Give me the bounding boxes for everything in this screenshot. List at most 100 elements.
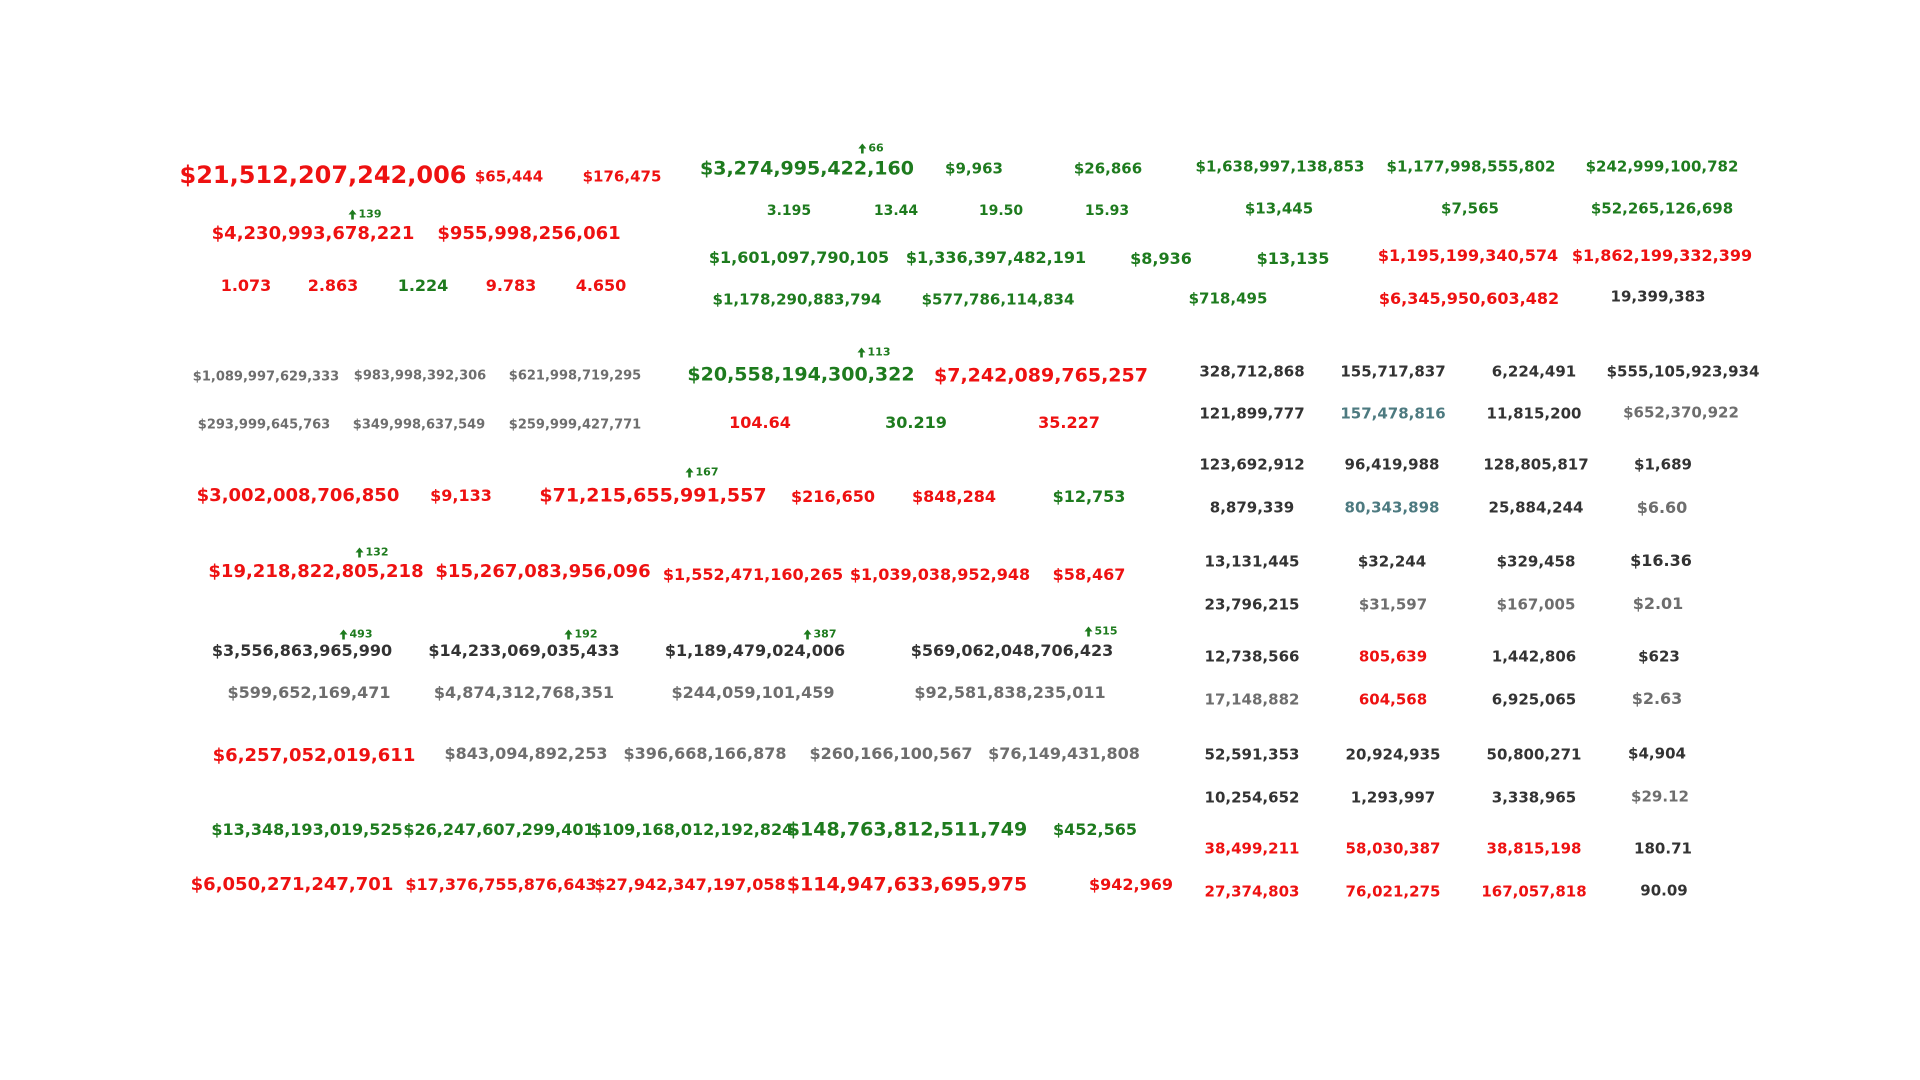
metric-value: $109,168,012,192,824 [590, 820, 794, 839]
metric-value: $2.01 [1632, 594, 1684, 613]
metric-value: 9.783 [485, 276, 537, 295]
metric-value: 6,224,491 [1491, 362, 1577, 381]
metric-value: $2.63 [1631, 689, 1683, 708]
metric-value: $955,998,256,061 [437, 223, 621, 244]
metric-value: 328,712,868 [1199, 362, 1305, 381]
metric-value: $31,597 [1358, 595, 1428, 614]
metric-value: $718,495 [1188, 289, 1268, 308]
metric-value: $114,947,633,695,975 [786, 873, 1028, 896]
metric-value: 19.50 [978, 203, 1024, 219]
change-value: 167 [695, 465, 719, 479]
metric-value: $3,274,995,422,160 [700, 157, 914, 180]
metric-value: $7,565 [1441, 199, 1499, 218]
metric-value: $32,244 [1357, 552, 1427, 571]
metric-value: $176,475 [582, 167, 662, 186]
change-indicator: 192 [564, 629, 597, 640]
change-indicator: 66 [858, 143, 884, 154]
metric-value: $15,267,083,956,096 [435, 561, 651, 582]
metric-value: $942,969 [1088, 875, 1174, 894]
change-indicator: 515 [1084, 624, 1118, 638]
metric-value: $259,999,427,771 [508, 417, 642, 433]
metric-value: $599,652,169,471 [227, 683, 391, 702]
up-arrow-icon [564, 629, 573, 640]
metric-value: $349,998,637,549 [352, 417, 486, 433]
metric-value: $4,230,993,678,221 [211, 223, 415, 244]
metric-value: $242,999,100,782 [1585, 157, 1739, 176]
metric-value: 58,030,387 [1345, 839, 1441, 858]
metric-value: $9,963 [945, 159, 1003, 178]
metric-value: $17,376,755,876,643 [405, 875, 597, 894]
metric-value: $569,062,048,706,423 [910, 641, 1114, 660]
metric-value: 2.863 [307, 276, 359, 295]
metric-value: $1,336,397,482,191 [905, 248, 1087, 267]
metric-value: $8,936 [1130, 249, 1192, 268]
metric-value: 25,884,244 [1488, 498, 1584, 517]
up-arrow-icon [685, 467, 694, 478]
metric-value: 19,399,383 [1610, 287, 1706, 306]
metric-value: $555,105,923,934 [1606, 362, 1760, 381]
metric-value: 1.224 [397, 276, 449, 295]
metric-value: $6.60 [1636, 498, 1688, 517]
metric-value: 15.93 [1084, 203, 1130, 219]
metric-value: 3.195 [766, 203, 812, 219]
up-arrow-icon [339, 629, 348, 640]
metric-value: $65,444 [474, 167, 544, 186]
metric-value: $216,650 [790, 487, 876, 506]
metric-value: 96,419,988 [1344, 455, 1440, 474]
metric-value: $1,552,471,160,265 [662, 565, 844, 584]
metric-value: $6,345,950,603,482 [1378, 289, 1560, 308]
up-arrow-icon [1084, 626, 1093, 637]
metric-value: $3,002,008,706,850 [196, 485, 400, 506]
metric-value: $13,348,193,019,525 [211, 820, 403, 839]
up-arrow-icon [348, 209, 357, 220]
metric-value: 20,924,935 [1345, 745, 1441, 764]
metric-value: 80,343,898 [1344, 498, 1440, 517]
metric-value: $26,866 [1073, 159, 1143, 178]
change-value: 493 [349, 627, 373, 641]
metric-value: $58,467 [1052, 565, 1126, 584]
metric-value: $244,059,101,459 [671, 683, 835, 702]
metric-value: 90.09 [1640, 881, 1688, 900]
metric-value: $6,050,271,247,701 [190, 874, 394, 895]
metric-value: $1,601,097,790,105 [708, 248, 890, 267]
metric-value: 11,815,200 [1486, 404, 1582, 423]
metric-value: $76,149,431,808 [988, 744, 1140, 763]
up-arrow-icon [858, 143, 867, 154]
metric-value: $848,284 [911, 487, 997, 506]
metric-value: $260,166,100,567 [809, 744, 973, 763]
change-value: 515 [1094, 624, 1118, 638]
metric-value: $29.12 [1631, 787, 1689, 806]
metric-value: 38,815,198 [1486, 839, 1582, 858]
metric-value: $4,904 [1628, 744, 1686, 763]
change-indicator: 139 [348, 209, 381, 220]
change-indicator: 167 [685, 465, 719, 479]
metric-value: 121,899,777 [1199, 404, 1305, 423]
metric-value: $167,005 [1496, 595, 1576, 614]
metric-value: 604,568 [1358, 690, 1428, 709]
metric-value: $983,998,392,306 [353, 368, 487, 384]
metric-value: 157,478,816 [1340, 404, 1446, 423]
metric-value: $21,512,207,242,006 [179, 161, 467, 189]
metric-value: $623 [1638, 647, 1680, 666]
metric-value: $20,558,194,300,322 [687, 363, 915, 386]
metric-value: 13,131,445 [1204, 552, 1300, 571]
metric-value: $652,370,922 [1623, 403, 1739, 422]
change-indicator: 387 [803, 629, 836, 640]
metric-value: $16.36 [1630, 551, 1692, 570]
metric-value: $1,178,290,883,794 [712, 290, 882, 309]
change-indicator: 113 [857, 345, 891, 359]
metric-value: $1,089,997,629,333 [192, 369, 340, 385]
metric-value: 23,796,215 [1204, 595, 1300, 614]
metric-value: $3,556,863,965,990 [211, 641, 393, 660]
change-indicator: 493 [339, 627, 373, 641]
metric-value: $1,862,199,332,399 [1571, 246, 1753, 265]
metric-value: 128,805,817 [1483, 455, 1589, 474]
metric-value: 123,692,912 [1199, 455, 1305, 474]
metric-value: $1,177,998,555,802 [1386, 157, 1556, 176]
metric-value: $71,215,655,991,557 [539, 484, 767, 507]
metric-value: 50,800,271 [1486, 745, 1582, 764]
metric-value: $148,763,812,511,749 [786, 818, 1028, 841]
metric-value: $14,233,069,035,433 [428, 641, 620, 660]
change-value: 113 [867, 345, 891, 359]
